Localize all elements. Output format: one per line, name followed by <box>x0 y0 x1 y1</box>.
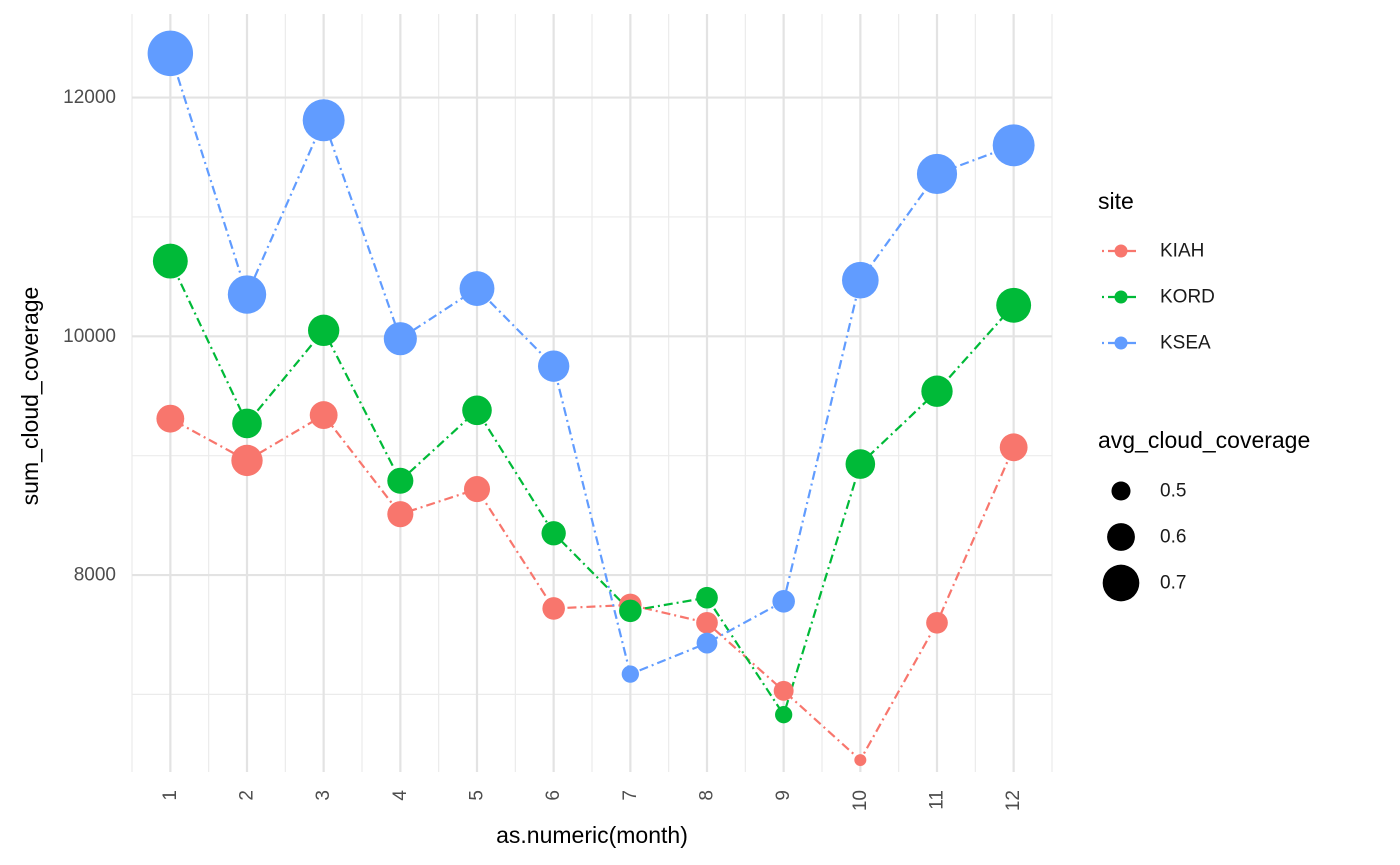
x-tick-label: 1 <box>160 790 181 801</box>
data-point-kord <box>462 395 492 426</box>
series-line-kiah <box>169 413 1015 762</box>
data-point-ksea <box>916 153 958 195</box>
data-point-ksea <box>147 30 194 77</box>
x-tick-label: 11 <box>927 790 948 810</box>
data-point-ksea <box>227 275 267 314</box>
legend-title-site: site <box>1098 188 1134 214</box>
legend-size-label: 0.6 <box>1160 527 1186 548</box>
legend-size-key <box>1111 481 1131 501</box>
x-tick-label: 12 <box>1003 790 1024 811</box>
x-tick-label: 4 <box>390 790 411 801</box>
y-tick-label: 8000 <box>74 565 116 586</box>
data-point-kord <box>541 521 566 546</box>
legend: site avg_cloud_coverage KIAH KORD KSEA 0.5 0… <box>1098 188 1310 602</box>
data-point-kiah <box>156 404 185 433</box>
y-tick-label: 10000 <box>63 326 116 347</box>
legend-title-avg-cloud-coverage: avg_cloud_coverage <box>1098 427 1310 453</box>
data-point-kiah <box>999 433 1028 462</box>
series-layer <box>147 30 1035 767</box>
data-point-ksea <box>621 665 639 683</box>
data-point-kord <box>921 375 953 407</box>
data-point-kord <box>775 706 793 724</box>
x-tick-label: 6 <box>543 790 564 801</box>
legend-key-point-kiah <box>1114 244 1128 258</box>
data-point-kiah <box>926 611 948 634</box>
data-point-ksea <box>302 99 345 142</box>
x-tick-label: 5 <box>467 790 488 801</box>
legend-label-kiah: KIAH <box>1160 241 1204 262</box>
legend-size-key <box>1107 523 1135 551</box>
data-point-kiah <box>854 754 867 767</box>
data-point-ksea <box>696 632 718 654</box>
x-tick-label: 2 <box>237 790 258 801</box>
series-line-kord <box>169 260 1015 716</box>
data-point-ksea <box>992 124 1035 167</box>
data-point-ksea <box>842 261 879 299</box>
legend-label-kord: KORD <box>1160 287 1215 308</box>
data-point-kiah <box>773 680 794 701</box>
series-line-ksea <box>169 53 1015 676</box>
y-tick-label: 12000 <box>63 87 116 108</box>
x-tick-label: 8 <box>697 790 718 801</box>
legend-key-point-ksea <box>1114 336 1128 350</box>
data-point-ksea <box>772 590 795 613</box>
data-point-kord <box>307 314 340 347</box>
x-tick-label: 9 <box>773 790 794 801</box>
legend-key-point-kord <box>1114 290 1128 304</box>
x-tick-label: 3 <box>313 790 334 801</box>
data-point-kord <box>619 599 642 623</box>
legend-size-label: 0.5 <box>1160 481 1186 502</box>
data-point-kord <box>696 586 718 609</box>
data-point-kiah <box>309 401 338 430</box>
data-point-kord <box>232 408 262 439</box>
x-tick-label: 10 <box>850 790 871 811</box>
data-point-ksea <box>459 271 495 306</box>
data-point-kiah <box>696 611 718 634</box>
data-point-ksea <box>383 322 417 356</box>
data-point-kiah <box>387 501 414 528</box>
grid <box>131 14 1053 772</box>
legend-size-key <box>1102 564 1140 602</box>
data-point-kord <box>845 449 876 479</box>
y-axis-title: sum_cloud_coverage <box>17 287 43 506</box>
data-point-kord <box>387 467 414 494</box>
data-point-kord <box>152 243 188 279</box>
data-point-kord <box>996 287 1032 323</box>
data-point-kiah <box>542 597 565 620</box>
data-point-kiah <box>463 476 491 503</box>
legend-size-label: 0.7 <box>1160 573 1186 594</box>
x-axis-title: as.numeric(month) <box>496 822 688 848</box>
legend-label-ksea: KSEA <box>1160 333 1211 354</box>
data-point-ksea <box>537 350 570 382</box>
x-tick-label: 7 <box>620 790 641 801</box>
data-point-kiah <box>231 444 263 477</box>
